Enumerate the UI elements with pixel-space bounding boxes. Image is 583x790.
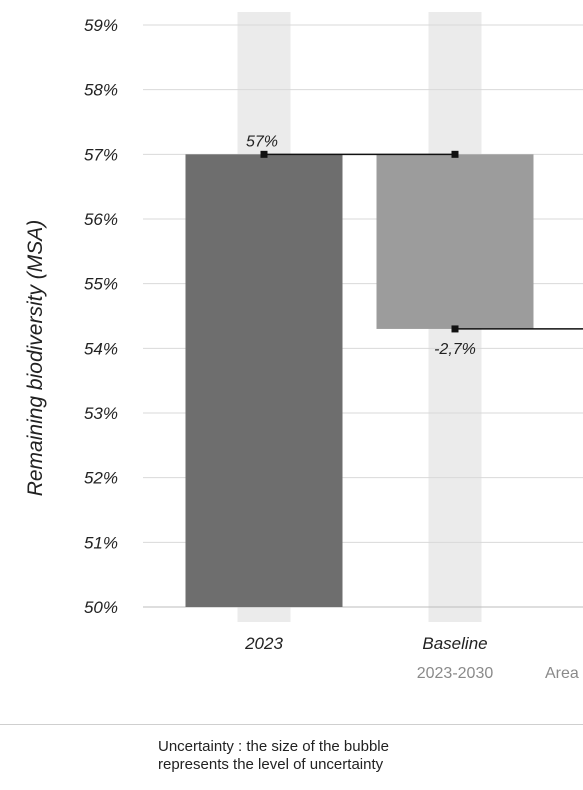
chart-svg: 50% 51% 52% 53% 54% 55% 56% 57% 58% 59% 57% -2,7% 20… (24, 12, 583, 682)
legend-line-2: represents the level of uncertainty (158, 756, 384, 773)
connector-marker (451, 325, 459, 333)
y-tick-label: 56% (84, 210, 118, 229)
x-category-sublabel: Area (545, 665, 579, 682)
data-label-2023: 57% (246, 133, 278, 150)
legend-line-1: Uncertainty : the size of the bubble (158, 738, 389, 755)
y-tick-label: 59% (84, 16, 118, 35)
uncertainty-legend: Uncertainty : the size of the bubble rep… (158, 738, 458, 774)
y-tick-label: 58% (84, 81, 118, 100)
y-tick-label: 50% (84, 598, 118, 617)
y-tick-label: 53% (84, 404, 118, 423)
bar-Baseline (376, 154, 534, 329)
x-category-label: 2023 (244, 634, 283, 653)
bar-2023 (185, 154, 343, 608)
y-tick-label: 57% (84, 145, 118, 164)
y-tick-label: 55% (84, 275, 118, 294)
y-axis-label: Remaining biodiversity (MSA) (24, 220, 47, 497)
x-category-sublabel: 2023-2030 (417, 665, 494, 682)
y-tick-label: 54% (84, 339, 118, 358)
y-tick-label: 51% (84, 533, 118, 552)
divider (0, 724, 583, 725)
data-label-baseline: -2,7% (434, 341, 476, 358)
connector-marker (451, 150, 459, 158)
connector-marker (260, 150, 268, 158)
y-tick-label: 52% (84, 469, 118, 488)
x-category-label: Baseline (422, 634, 487, 653)
